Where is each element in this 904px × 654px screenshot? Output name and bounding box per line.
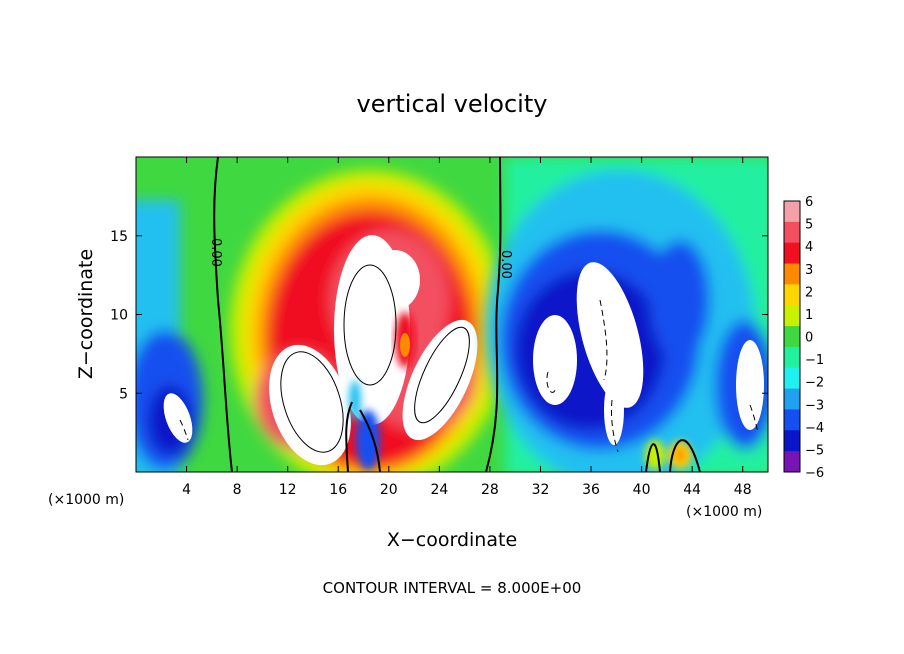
colorbar-swatch [784, 388, 800, 410]
colorbar-swatch [784, 451, 800, 473]
y-axis: 5 10 15 [110, 229, 768, 402]
colorbar-swatch [784, 430, 800, 452]
y-tick-label: 5 [119, 386, 128, 402]
colorbar-swatch [784, 326, 800, 348]
x-tick-label: 36 [582, 482, 600, 498]
colorbar-frame [783, 200, 801, 473]
x-tick-label: 8 [233, 482, 242, 498]
y-axis-label: Z−coordinate [75, 249, 97, 379]
colorbar-tick-label: 2 [805, 285, 813, 300]
contour-center-core [343, 264, 397, 386]
x-axis-label: X−coordinate [387, 529, 517, 551]
colorbar-tick-label: −2 [805, 376, 824, 391]
dashed-contour-right [179, 299, 759, 453]
center-orange-patch [400, 333, 410, 357]
x-tick-label: 16 [329, 482, 347, 498]
colorbar: 6 5 4 3 2 1 0 −1 −2 −3 −4 −5 −6 [783, 195, 824, 481]
x-tick-label: 32 [532, 482, 550, 498]
colorbar-tick-label: 5 [805, 218, 813, 233]
x-tick-label: 24 [430, 482, 448, 498]
colorbar-swatch [784, 201, 800, 223]
x-tick-label: 20 [380, 482, 398, 498]
heatmap-field [136, 157, 768, 472]
central-blue-column [349, 380, 380, 470]
colorbar-tick-label: 6 [805, 195, 813, 210]
x-axis: 4 8 12 16 20 24 28 32 36 40 44 48 [182, 157, 752, 498]
x-axis-unit-right: (×1000 m) [686, 504, 762, 520]
zero-contour-label-right: 0.00 [498, 250, 513, 279]
colorbar-tick-label: −5 [805, 443, 824, 458]
central-white-cores [269, 235, 478, 466]
y-tick-label: 10 [110, 308, 128, 324]
zero-contour-left [213, 157, 233, 472]
chart-title: vertical velocity [357, 90, 548, 118]
x-tick-label: 48 [734, 482, 752, 498]
zero-contour-mid [485, 157, 502, 472]
x-tick-label: 28 [481, 482, 499, 498]
contour-interval-footer: CONTOUR INTERVAL = 8.000E+00 [323, 579, 582, 597]
x-tick-label: 12 [279, 482, 297, 498]
colorbar-tick-label: 4 [805, 240, 813, 255]
zero-contour-label-left: 0.00 [208, 238, 223, 267]
colorbar-tick-label: 3 [805, 263, 813, 278]
colorbar-swatch [784, 284, 800, 306]
colorbar-tick-label: −4 [805, 421, 824, 436]
zero-contour-center-bottom [345, 401, 381, 472]
colorbar-tick-label: 0 [805, 331, 813, 346]
zero-contour-bottom-right [645, 439, 701, 472]
colorbar-swatch [784, 346, 800, 369]
right-white-cores [533, 262, 764, 445]
contour-left-core [280, 351, 344, 453]
colorbar-tick-label: −1 [805, 353, 824, 368]
left-white-core [163, 393, 193, 443]
colorbar-tick-label: 1 [805, 308, 813, 323]
colorbar-tick-label: −3 [805, 398, 824, 413]
x-axis-unit-left: (×1000 m) [48, 492, 124, 508]
colorbar-swatch [784, 367, 800, 390]
y-tick-label: 15 [110, 229, 128, 245]
colorbar-tick-label: −6 [805, 466, 824, 481]
x-tick-label: 40 [633, 482, 651, 498]
colorbar-swatch [784, 409, 800, 431]
colorbar-swatch [784, 305, 800, 327]
contour-lines [179, 157, 759, 472]
contour-right-core [414, 326, 470, 424]
colorbar-swatch [784, 242, 800, 265]
x-tick-label: 44 [683, 482, 701, 498]
colorbar-swatch [784, 221, 800, 244]
colorbar-swatch [784, 263, 800, 285]
x-tick-label: 4 [182, 482, 191, 498]
